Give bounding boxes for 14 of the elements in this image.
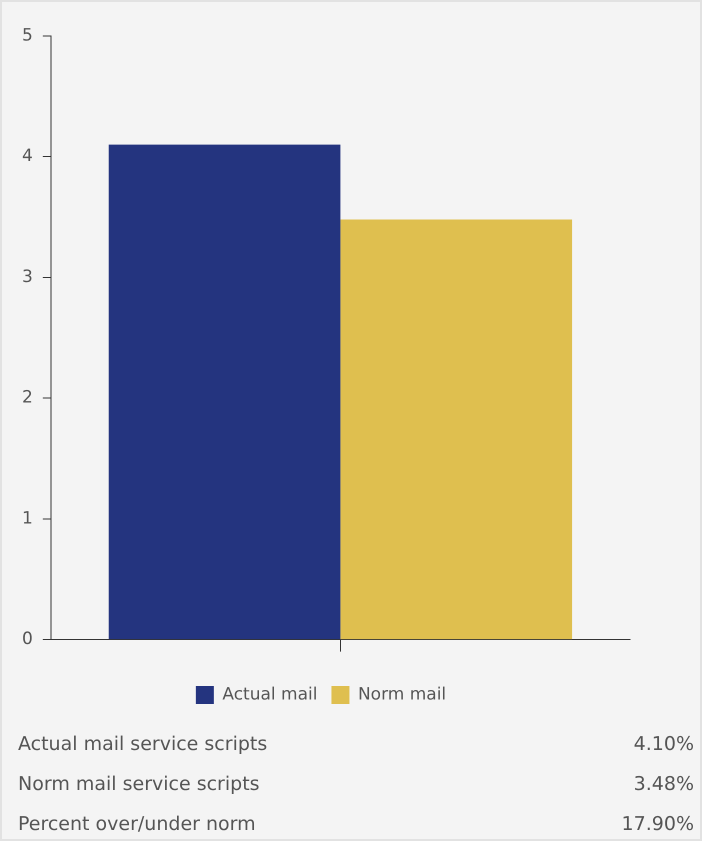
y-tick-label: 2 <box>22 388 33 408</box>
y-tick-label: 4 <box>22 146 33 166</box>
y-tick-label: 3 <box>22 266 33 287</box>
text: Percent over/under norm <box>18 812 256 837</box>
text: 17.90% <box>622 812 694 837</box>
legend-label: Norm mail <box>358 684 446 704</box>
legend-label: Actual mail <box>222 684 318 704</box>
text: 4.10% <box>634 732 694 757</box>
y-tick-label: 5 <box>22 25 33 46</box>
y-tick-label: 0 <box>22 629 33 650</box>
y-tick-label: 1 <box>22 508 33 528</box>
text: 3.48% <box>634 772 694 797</box>
text: Norm mail service scripts <box>18 772 260 797</box>
text: Actual mail service scripts <box>18 732 268 757</box>
